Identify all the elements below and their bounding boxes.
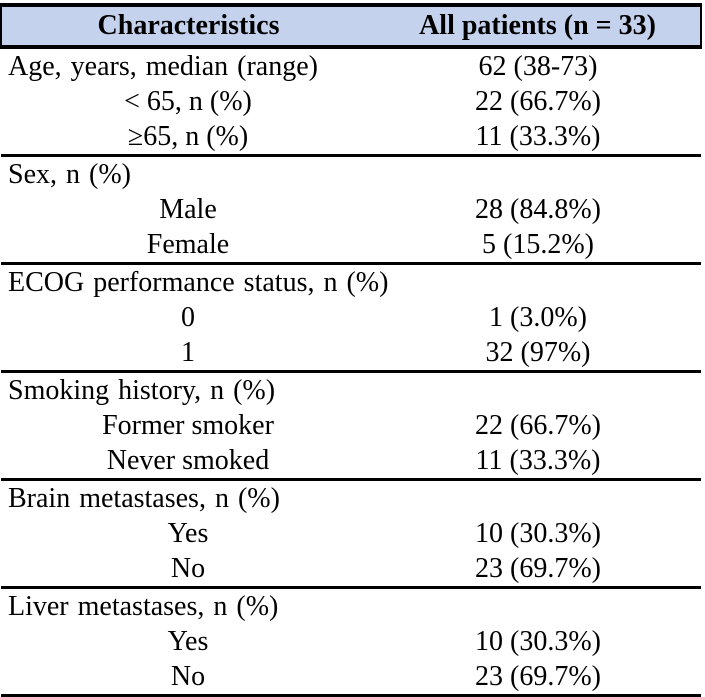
table-row: Yes 10 (30.3%)	[1, 516, 701, 551]
row-value-cell	[375, 478, 701, 516]
row-value-cell: 62 (38-73)	[375, 45, 701, 84]
row-label-cell: No	[170, 553, 206, 584]
row-label-cell: Brain metastases, n (%)	[1, 478, 375, 516]
row-value-cell: 32 (97%)	[485, 337, 591, 368]
row-value-cell: 5 (15.2%)	[482, 229, 594, 260]
row-value-cell: 22 (66.7%)	[475, 410, 601, 441]
table-header: Characteristics All patients (n = 33)	[0, 3, 702, 49]
row-label-cell: 0	[181, 302, 195, 333]
row-value-cell	[375, 370, 701, 408]
table-row: 0 1 (3.0%)	[1, 300, 701, 335]
table-body: Age, years, median (range) 62 (38-73) < 65…	[1, 45, 701, 696]
table-row: Yes 10 (30.3%)	[1, 624, 701, 659]
row-label-cell: Female	[146, 229, 230, 260]
row-label-cell: No	[170, 661, 206, 692]
row-label-cell: Former smoker	[102, 410, 274, 441]
table-row: ≥65, n (%) 11 (33.3%)	[1, 119, 701, 156]
row-value-cell	[375, 262, 701, 300]
row-value-cell: 1 (3.0%)	[489, 302, 587, 333]
row-value-cell: 10 (30.3%)	[475, 626, 601, 657]
table-row: Liver metastases, n (%)	[1, 586, 701, 624]
table-row: Age, years, median (range) 62 (38-73)	[1, 45, 701, 84]
header-cell-characteristics: Characteristics	[0, 3, 375, 49]
row-label-cell: Smoking history, n (%)	[1, 370, 375, 408]
table-row: < 65, n (%) 22 (66.7%)	[1, 84, 701, 119]
table-row: ECOG performance status, n (%)	[1, 262, 701, 300]
table-row: No 23 (69.7%)	[1, 659, 701, 696]
row-value-cell	[375, 586, 701, 624]
row-label-cell: < 65, n (%)	[124, 86, 252, 117]
row-label-cell: Age, years, median (range)	[1, 45, 375, 84]
row-value-cell: 22 (66.7%)	[475, 86, 601, 117]
row-label-cell: Yes	[167, 626, 209, 657]
table-row: Smoking history, n (%)	[1, 370, 701, 408]
header-cell-all-patients: All patients (n = 33)	[375, 3, 702, 49]
row-label-cell: 1	[181, 337, 195, 368]
row-label-cell: Liver metastases, n (%)	[1, 586, 375, 624]
row-value-cell: 23 (69.7%)	[475, 553, 601, 584]
table-row: Former smoker 22 (66.7%)	[1, 408, 701, 443]
table-row: Male 28 (84.8%)	[1, 192, 701, 227]
row-label-cell: Male	[159, 194, 217, 225]
table-row: 1 32 (97%)	[1, 335, 701, 372]
table-row: Never smoked 11 (33.3%)	[1, 443, 701, 480]
table-row: No 23 (69.7%)	[1, 551, 701, 588]
patient-characteristics-table: Characteristics All patients (n = 33) Ag…	[0, 3, 702, 697]
table-row: Brain metastases, n (%)	[1, 478, 701, 516]
row-value-cell: 11 (33.3%)	[475, 121, 601, 152]
row-value-cell: 23 (69.7%)	[475, 661, 601, 692]
table-row: Female 5 (15.2%)	[1, 227, 701, 264]
row-label-cell: Yes	[167, 518, 209, 549]
row-value-cell: 11 (33.3%)	[475, 445, 601, 476]
row-label-cell: ≥65, n (%)	[127, 121, 249, 152]
row-label-cell: Never smoked	[106, 445, 270, 476]
row-value-cell	[375, 154, 701, 192]
row-label-cell: ECOG performance status, n (%)	[1, 262, 388, 300]
table-header-row: Characteristics All patients (n = 33)	[0, 3, 702, 49]
row-value-cell: 28 (84.8%)	[475, 194, 601, 225]
table-row: Sex, n (%)	[1, 154, 701, 192]
row-value-cell: 10 (30.3%)	[475, 518, 601, 549]
row-label-cell: Sex, n (%)	[1, 154, 375, 192]
